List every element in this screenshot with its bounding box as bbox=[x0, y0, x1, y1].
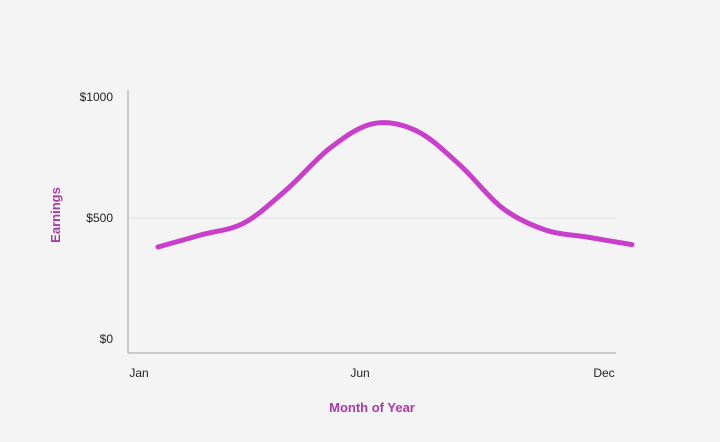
x-axis-title: Month of Year bbox=[329, 400, 415, 415]
x-tick-label: Jun bbox=[350, 366, 369, 380]
x-tick-label: Dec bbox=[593, 366, 614, 380]
y-tick-label: $1000 bbox=[80, 90, 114, 104]
x-tick-labels: Jan Jun Dec bbox=[129, 366, 614, 380]
y-tick-label: $0 bbox=[100, 332, 114, 346]
y-axis-title: Earnings bbox=[48, 187, 63, 243]
x-tick-label: Jan bbox=[129, 366, 148, 380]
earnings-series-line bbox=[155, 120, 635, 250]
y-tick-labels: $0 $500 $1000 bbox=[80, 90, 114, 346]
y-tick-label: $500 bbox=[86, 211, 113, 225]
